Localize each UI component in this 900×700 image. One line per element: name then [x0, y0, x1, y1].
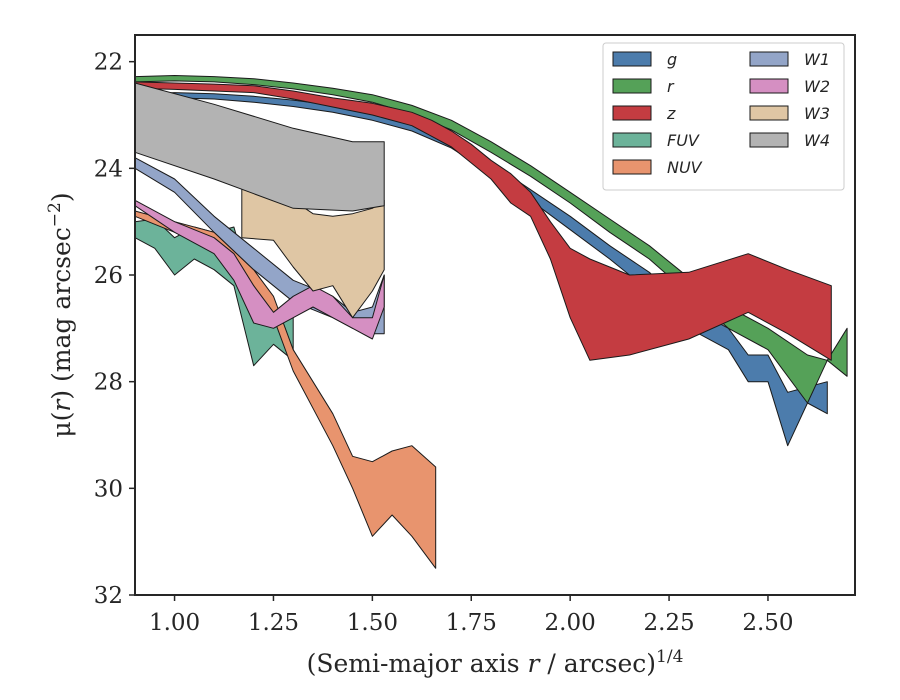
area-r	[134, 75, 848, 404]
x-axis-label-tail: / arcsec)	[539, 649, 656, 678]
x-tick-label: 2.25	[643, 610, 694, 636]
legend-swatch-z	[612, 105, 652, 121]
plot-frame	[134, 34, 856, 596]
legend-label-r: r	[667, 77, 675, 96]
x-axis-label-exp: 1/4	[656, 647, 683, 667]
y-axis-label-var: r	[47, 398, 76, 412]
x-tick-label: 2.00	[545, 610, 596, 636]
x-axis-label-var: r	[528, 649, 542, 678]
x-axis-label: (Semi-major axis r / arcsec)1/4	[307, 647, 684, 678]
x-tick-label: 1.50	[347, 610, 398, 636]
y-tick-label: 32	[94, 583, 123, 609]
x-tick-label: 2.50	[742, 610, 793, 636]
x-axis-ticks: 1.00 1.25 1.50 1.75 2.00 2.25 2.50	[149, 595, 794, 636]
series-areas	[134, 75, 848, 569]
area-z	[134, 81, 832, 361]
legend-swatch-W4	[749, 132, 789, 148]
legend-swatch-W2	[749, 78, 789, 94]
x-tick-label: 1.25	[248, 610, 299, 636]
legend-label-FUV: FUV	[667, 131, 700, 150]
legend-label-z: z	[666, 104, 676, 123]
y-tick-label: 28	[94, 370, 123, 396]
y-axis-ticks: 22 24 26 28 30 32	[94, 50, 135, 609]
area-W4	[134, 82, 385, 212]
y-tick-label: 26	[94, 263, 123, 289]
legend-label-NUV: NUV	[667, 158, 703, 177]
legend-label-g: g	[667, 50, 677, 69]
x-tick-label: 1.00	[149, 610, 200, 636]
legend-swatch-W1	[749, 51, 789, 67]
y-axis-label-exp: −2	[45, 202, 65, 227]
area-W1	[134, 157, 385, 335]
legend: grz FUV NUV W1 W2 W3 W4	[602, 42, 845, 191]
legend-swatch-g	[612, 51, 652, 67]
legend-items: grz FUV NUV W1 W2 W3 W4	[612, 50, 830, 177]
legend-label-W1: W1	[804, 50, 830, 69]
y-axis-label-tail: ) (mag arcsec	[47, 227, 76, 400]
y-axis-label-main: μ(	[47, 412, 76, 438]
x-tick-label: 1.75	[446, 610, 497, 636]
y-tick-label: 30	[94, 476, 123, 502]
legend-swatch-NUV	[612, 159, 652, 175]
legend-label-W3: W3	[804, 104, 830, 123]
y-tick-label: 22	[94, 50, 123, 76]
legend-swatch-r	[612, 78, 652, 94]
legend-swatch-FUV	[612, 132, 652, 148]
x-axis-label-main: (Semi-major axis	[307, 649, 528, 678]
y-axis-label-close: )	[47, 192, 76, 202]
legend-label-W2: W2	[804, 77, 830, 96]
y-tick-label: 24	[94, 156, 123, 182]
legend-label-W4: W4	[804, 131, 830, 150]
area-W2	[134, 199, 385, 340]
y-axis-label: μ(r) (mag arcsec−2)	[45, 192, 76, 437]
legend-swatch-W3	[749, 105, 789, 121]
